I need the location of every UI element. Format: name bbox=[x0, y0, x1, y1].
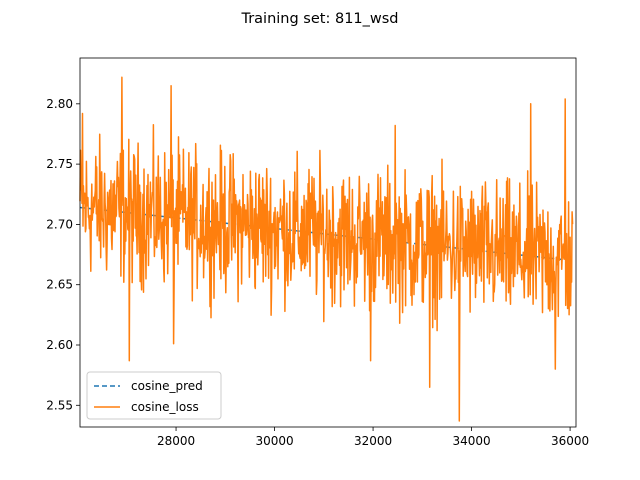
y-tick-label: 2.55 bbox=[46, 398, 73, 412]
x-tick-label: 36000 bbox=[551, 434, 589, 448]
x-axis: 28000 30000 32000 34000 36000 bbox=[157, 427, 589, 448]
y-tick-label: 2.70 bbox=[46, 217, 73, 231]
plot-frame bbox=[79, 57, 577, 428]
chart-title: Training set: 811_wsd bbox=[240, 11, 398, 27]
y-tick-label: 2.60 bbox=[46, 338, 73, 352]
y-tick-label: 2.80 bbox=[46, 97, 73, 111]
legend-label-cosine-loss: cosine_loss bbox=[131, 400, 199, 414]
series-layer bbox=[79, 76, 574, 422]
y-axis: 2.55 2.60 2.65 2.70 2.75 2.80 bbox=[46, 97, 80, 412]
y-tick-label: 2.65 bbox=[46, 278, 73, 292]
x-tick-label: 32000 bbox=[354, 434, 392, 448]
y-tick-label: 2.75 bbox=[46, 157, 73, 171]
legend-label-cosine-pred: cosine_pred bbox=[131, 379, 203, 393]
x-tick-label: 34000 bbox=[452, 434, 490, 448]
x-tick-label: 30000 bbox=[255, 434, 293, 448]
legend-box bbox=[86, 371, 222, 420]
x-tick-label: 28000 bbox=[157, 434, 195, 448]
legend: cosine_pred cosine_loss bbox=[86, 371, 222, 420]
series-line-cosine-loss bbox=[79, 76, 574, 422]
